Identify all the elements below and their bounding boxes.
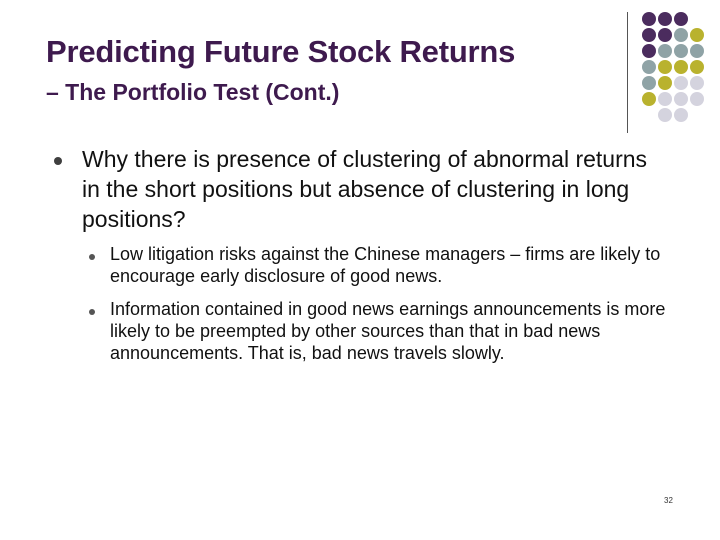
decorative-dot: [674, 76, 688, 90]
page-number: 32: [664, 496, 673, 505]
slide-subtitle: – The Portfolio Test (Cont.): [46, 79, 340, 105]
decorative-dot: [674, 60, 688, 74]
decorative-dot: [674, 28, 688, 42]
decorative-dot: [674, 12, 688, 26]
sub-bullet-icon: [89, 309, 95, 315]
decorative-dot: [690, 44, 704, 58]
decorative-dot: [690, 28, 704, 42]
decorative-dot: [658, 28, 672, 42]
decorative-dot: [642, 28, 656, 42]
decorative-dot: [642, 12, 656, 26]
decorative-dot: [658, 92, 672, 106]
slide-title: Predicting Future Stock Returns: [46, 34, 516, 69]
decorative-dot: [642, 44, 656, 58]
sub-bullet-text: Information contained in good news earni…: [110, 299, 666, 363]
bullet-icon: [54, 157, 62, 165]
decorative-dot: [658, 60, 672, 74]
title-divider-line: [627, 12, 628, 133]
decorative-dot: [674, 92, 688, 106]
decorative-dot: [658, 76, 672, 90]
bullet-text: Why there is presence of clustering of a…: [82, 146, 648, 232]
decorative-dot: [674, 44, 688, 58]
sub-bullet-icon: [89, 254, 95, 260]
decorative-dot: [658, 108, 672, 122]
decorative-dot: [690, 76, 704, 90]
decorative-dot: [690, 60, 704, 74]
decorative-dot-grid: [640, 12, 720, 122]
decorative-dot: [658, 44, 672, 58]
decorative-dot: [674, 108, 688, 122]
decorative-dot: [642, 76, 656, 90]
decorative-dot: [690, 92, 704, 106]
sub-bullet-text: Low litigation risks against the Chinese…: [110, 244, 661, 286]
decorative-dot: [642, 60, 656, 74]
decorative-dot: [642, 92, 656, 106]
decorative-dot: [658, 12, 672, 26]
